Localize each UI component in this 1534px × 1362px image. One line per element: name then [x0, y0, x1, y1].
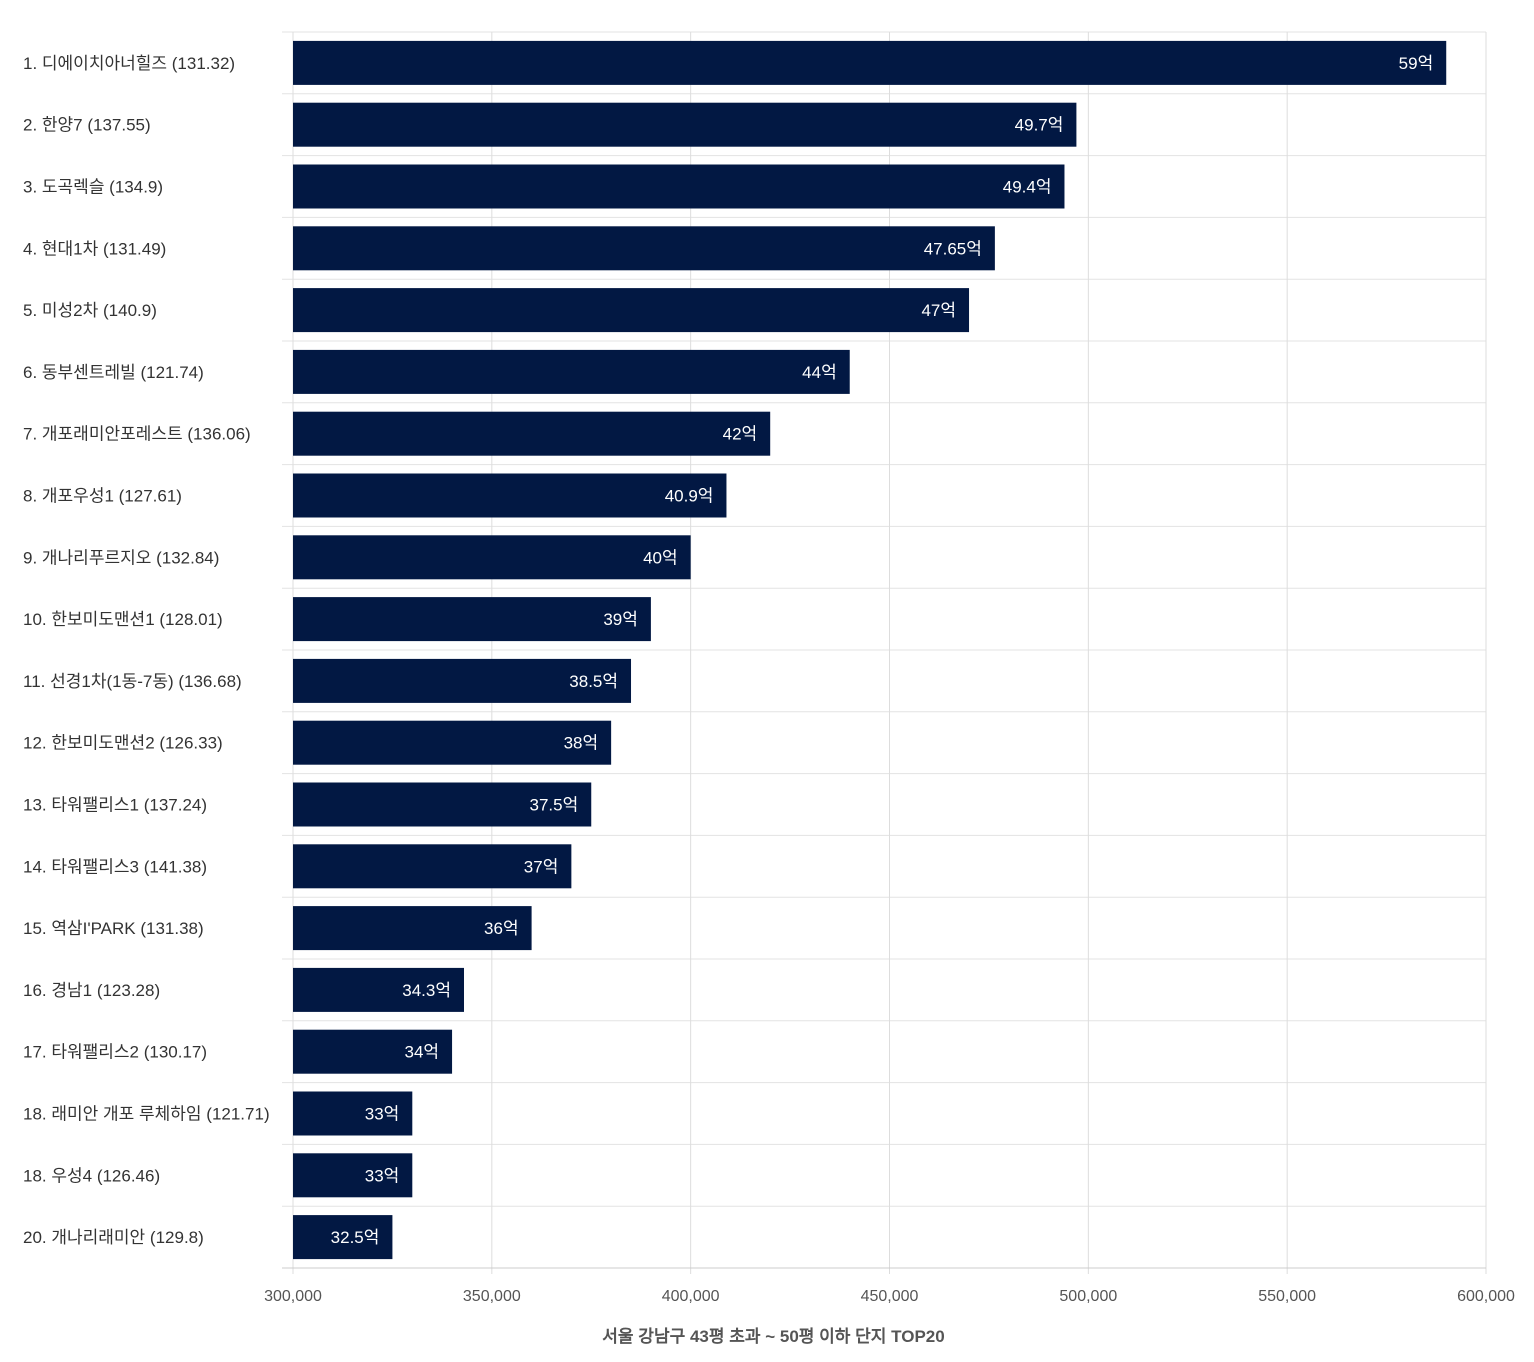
x-tick-label: 550,000: [1258, 1288, 1316, 1305]
bar-value-label: 49.7억: [1015, 116, 1064, 135]
category-label: 3. 도곡렉슬 (134.9): [23, 178, 163, 197]
bar: [293, 658, 632, 703]
bar: [293, 1215, 393, 1260]
bar-value-label: 32.5억: [331, 1228, 380, 1247]
bar-value-label: 33억: [365, 1166, 400, 1185]
bar: [293, 967, 464, 1012]
bar-value-label: 49.4억: [1003, 178, 1052, 197]
bar-value-label: 38억: [564, 734, 599, 753]
category-label: 7. 개포래미안포레스트 (136.06): [23, 425, 251, 444]
category-label: 4. 현대1차 (131.49): [23, 239, 166, 258]
bar-value-label: 33억: [365, 1105, 400, 1124]
category-label: 11. 선경1차(1동-7동) (136.68): [23, 672, 242, 691]
bar: [293, 102, 1077, 147]
category-label: 10. 한보미도맨션1 (128.01): [23, 610, 223, 629]
bar: [293, 288, 970, 333]
bar-value-label: 47.65억: [924, 239, 982, 258]
bar-value-label: 59억: [1399, 54, 1434, 73]
x-axis-title: 서울 강남구 43평 초과 ~ 50평 이하 단지 TOP20: [602, 1327, 944, 1346]
bar: [293, 226, 995, 271]
bar-value-label: 44억: [802, 363, 837, 382]
bar-value-label: 37억: [524, 857, 559, 876]
bar: [293, 535, 691, 580]
category-label: 12. 한보미도맨션2 (126.33): [23, 734, 223, 753]
bar: [293, 906, 532, 951]
category-label: 1. 디에이치아너힐즈 (131.32): [23, 54, 235, 73]
bar: [293, 782, 592, 827]
category-label: 5. 미성2차 (140.9): [23, 301, 157, 320]
category-label: 13. 타워팰리스1 (137.24): [23, 796, 207, 815]
bar-value-label: 40억: [643, 548, 678, 567]
bar: [293, 720, 612, 765]
category-label: 14. 타워팰리스3 (141.38): [23, 857, 207, 876]
category-label: 18. 래미안 개포 루체하임 (121.71): [23, 1105, 270, 1124]
x-tick-label: 450,000: [861, 1288, 919, 1305]
bar: [293, 164, 1065, 209]
bar-value-label: 34.3억: [402, 981, 451, 1000]
category-label: 6. 동부센트레빌 (121.74): [23, 363, 204, 382]
bar: [293, 411, 771, 456]
bar-value-label: 40.9억: [665, 487, 714, 506]
x-tick-label: 350,000: [463, 1288, 521, 1305]
bars: 59억 49.7억 49.4억 47.65억 47억 44억 42억 40.9억 40억 39억 3…: [293, 40, 1447, 1260]
bar-value-label: 47억: [921, 301, 956, 320]
bar: [293, 349, 850, 394]
bar-value-label: 42억: [723, 425, 758, 444]
bar-value-label: 34억: [405, 1043, 440, 1062]
bar: [293, 1153, 413, 1198]
x-tick-labels: 300,000 350,000 400,000 450,000 500,000 550,0…: [264, 1288, 1515, 1305]
category-label: 20. 개나리래미안 (129.8): [23, 1228, 204, 1247]
x-tick-label: 600,000: [1457, 1288, 1515, 1305]
bar-value-label: 37.5억: [530, 796, 579, 815]
bar: [293, 40, 1447, 85]
grid-lines: [282, 31, 1487, 1274]
category-label: 9. 개나리푸르지오 (132.84): [23, 548, 219, 567]
category-label: 15. 역삼I'PARK (131.38): [23, 919, 204, 938]
bar: [293, 844, 572, 889]
category-label: 2. 한양7 (137.55): [23, 116, 151, 135]
x-tick-label: 300,000: [264, 1288, 322, 1305]
bar-value-label: 38.5억: [569, 672, 618, 691]
bar: [293, 1091, 413, 1136]
category-label: 17. 타워팰리스2 (130.17): [23, 1043, 207, 1062]
bar: [293, 1029, 453, 1074]
bar: [293, 597, 651, 642]
category-labels: 1. 디에이치아너힐즈 (131.32) 2. 한양7 (137.55) 3. 도곡…: [23, 54, 270, 1247]
x-tick-label: 400,000: [662, 1288, 720, 1305]
category-label: 18. 우성4 (126.46): [23, 1166, 160, 1185]
x-tick-label: 500,000: [1059, 1288, 1117, 1305]
bar-value-label: 36억: [484, 919, 519, 938]
category-label: 8. 개포우성1 (127.61): [23, 487, 182, 506]
bar: [293, 473, 727, 518]
category-label: 16. 경남1 (123.28): [23, 981, 160, 1000]
bar-value-label: 39억: [603, 610, 638, 629]
